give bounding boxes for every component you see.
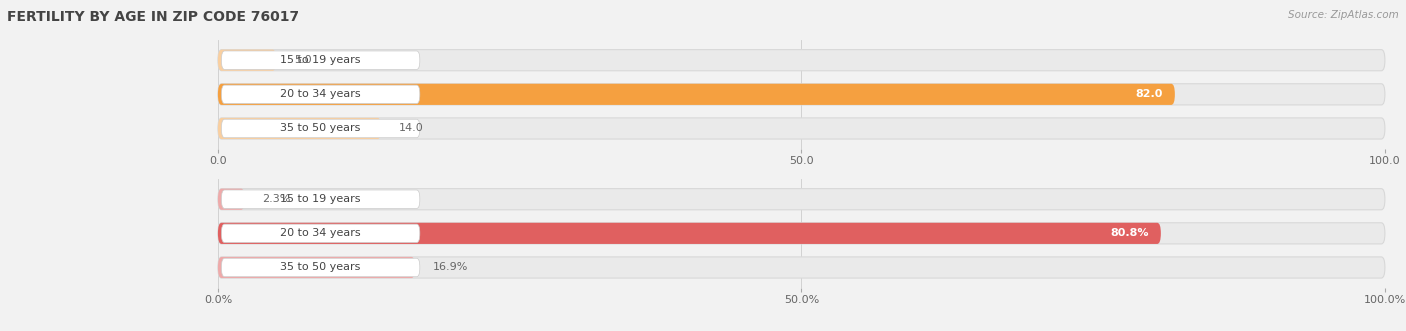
FancyBboxPatch shape bbox=[218, 257, 415, 278]
FancyBboxPatch shape bbox=[218, 189, 1385, 210]
Text: 20 to 34 years: 20 to 34 years bbox=[280, 228, 361, 238]
Text: 15 to 19 years: 15 to 19 years bbox=[280, 194, 361, 204]
FancyBboxPatch shape bbox=[218, 118, 381, 139]
FancyBboxPatch shape bbox=[221, 190, 420, 209]
Text: FERTILITY BY AGE IN ZIP CODE 76017: FERTILITY BY AGE IN ZIP CODE 76017 bbox=[7, 10, 299, 24]
FancyBboxPatch shape bbox=[221, 119, 420, 138]
FancyBboxPatch shape bbox=[221, 258, 420, 277]
FancyBboxPatch shape bbox=[221, 85, 420, 104]
FancyBboxPatch shape bbox=[218, 50, 276, 71]
Text: 82.0: 82.0 bbox=[1136, 89, 1163, 99]
FancyBboxPatch shape bbox=[218, 84, 1385, 105]
FancyBboxPatch shape bbox=[218, 223, 1385, 244]
FancyBboxPatch shape bbox=[218, 84, 1175, 105]
FancyBboxPatch shape bbox=[218, 189, 245, 210]
Text: 14.0: 14.0 bbox=[399, 123, 423, 133]
Text: 35 to 50 years: 35 to 50 years bbox=[280, 123, 361, 133]
Text: 5.0: 5.0 bbox=[294, 55, 311, 65]
Text: 80.8%: 80.8% bbox=[1111, 228, 1149, 238]
FancyBboxPatch shape bbox=[218, 118, 1385, 139]
Text: 16.9%: 16.9% bbox=[433, 262, 468, 272]
FancyBboxPatch shape bbox=[218, 257, 1385, 278]
Text: 15 to 19 years: 15 to 19 years bbox=[280, 55, 361, 65]
Text: 2.3%: 2.3% bbox=[263, 194, 291, 204]
Text: Source: ZipAtlas.com: Source: ZipAtlas.com bbox=[1288, 10, 1399, 20]
Text: 35 to 50 years: 35 to 50 years bbox=[280, 262, 361, 272]
FancyBboxPatch shape bbox=[218, 223, 1161, 244]
Text: 20 to 34 years: 20 to 34 years bbox=[280, 89, 361, 99]
FancyBboxPatch shape bbox=[218, 50, 1385, 71]
FancyBboxPatch shape bbox=[221, 224, 420, 243]
FancyBboxPatch shape bbox=[221, 51, 420, 70]
